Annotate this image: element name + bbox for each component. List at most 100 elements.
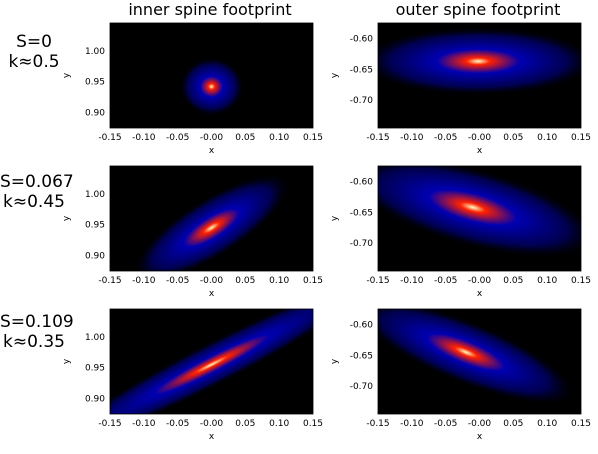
x-tick-label: -0.05 bbox=[166, 419, 189, 429]
x-tick-label: -0.00 bbox=[200, 276, 224, 286]
x-tick-label: -0.05 bbox=[434, 133, 457, 143]
y-tick-label: -0.60 bbox=[350, 177, 374, 187]
y-tick-label: -0.65 bbox=[350, 351, 373, 361]
y-tick-label: 1.00 bbox=[85, 47, 105, 57]
heatmap-panel-4: -0.15 -0.10 -0.05 -0.00 0.05 0.10 0.15 -0.70 -0.… bbox=[330, 165, 591, 299]
x-tick-label: -0.00 bbox=[468, 276, 492, 286]
x-tick-label: -0.10 bbox=[400, 419, 424, 429]
x-tick-label: -0.15 bbox=[98, 276, 121, 286]
x-tick-label: -0.00 bbox=[468, 133, 492, 143]
x-tick-label: 0.10 bbox=[537, 419, 557, 429]
y-tick-label: -0.70 bbox=[350, 382, 374, 392]
y-axis-label: y bbox=[62, 72, 72, 78]
x-tick-label: 0.10 bbox=[269, 276, 289, 286]
x-tick-label: -0.10 bbox=[400, 276, 424, 286]
x-axis-label: x bbox=[209, 289, 215, 299]
heatmap-intensity-group bbox=[131, 172, 292, 271]
y-tick-label: 0.90 bbox=[85, 252, 105, 262]
x-tick-label: 0.15 bbox=[303, 419, 323, 429]
y-tick-label: 0.95 bbox=[85, 364, 105, 374]
x-tick-label: 0.15 bbox=[571, 133, 591, 143]
x-tick-label: 0.05 bbox=[503, 419, 523, 429]
row-label-1-s: S=0 bbox=[16, 32, 52, 52]
heatmap-intensity-group bbox=[378, 26, 581, 96]
heatmap-intensity-group bbox=[110, 309, 313, 414]
row-label-2-k: k≈0.45 bbox=[3, 192, 65, 212]
heatmap-intensity-group bbox=[378, 309, 578, 406]
title-inner-spine: inner spine footprint bbox=[128, 0, 292, 19]
plot-frame bbox=[377, 165, 582, 272]
row-label-1: S=0 k≈0.5 bbox=[0, 32, 68, 72]
y-tick-label: -0.60 bbox=[350, 320, 374, 330]
heatmap-intensity-group bbox=[378, 166, 581, 259]
y-axis-label: y bbox=[62, 358, 72, 364]
y-tick-label: 0.95 bbox=[85, 221, 105, 231]
y-tick-label: 0.95 bbox=[85, 78, 105, 88]
x-tick-label: -0.15 bbox=[98, 133, 121, 143]
y-tick-label: -0.65 bbox=[350, 65, 373, 75]
x-tick-label: 0.05 bbox=[235, 276, 255, 286]
y-axis-label: y bbox=[330, 215, 340, 221]
x-tick-label: -0.05 bbox=[166, 133, 189, 143]
y-tick-label: -0.70 bbox=[350, 239, 374, 249]
x-tick-label: -0.05 bbox=[434, 276, 457, 286]
heatmap-intensity bbox=[131, 172, 292, 271]
x-tick-label: -0.10 bbox=[132, 133, 156, 143]
heatmap-panel-6: -0.15 -0.10 -0.05 -0.00 0.05 0.10 0.15 -0.70 -0.… bbox=[330, 308, 591, 442]
x-axis-label: x bbox=[209, 432, 215, 442]
row-label-3: S=0.109 k≈0.35 bbox=[0, 312, 74, 352]
row-label-2: S=0.067 k≈0.45 bbox=[0, 172, 74, 212]
x-tick-label: -0.15 bbox=[366, 276, 389, 286]
heatmap-intensity bbox=[378, 166, 581, 259]
heatmap-intensity bbox=[110, 309, 313, 414]
y-tick-label: 0.90 bbox=[85, 109, 105, 119]
x-tick-label: -0.10 bbox=[132, 419, 156, 429]
x-tick-label: 0.10 bbox=[537, 276, 557, 286]
x-tick-label: 0.10 bbox=[269, 419, 289, 429]
row-label-3-s: S=0.109 bbox=[0, 312, 74, 332]
row-label-3-k: k≈0.35 bbox=[3, 332, 65, 352]
x-tick-label: -0.15 bbox=[366, 133, 389, 143]
x-axis-label: x bbox=[477, 146, 483, 156]
x-tick-label: 0.05 bbox=[235, 419, 255, 429]
y-tick-label: 1.00 bbox=[85, 190, 105, 200]
x-tick-label: 0.15 bbox=[571, 276, 591, 286]
x-tick-label: 0.05 bbox=[503, 276, 523, 286]
x-tick-label: 0.15 bbox=[303, 133, 323, 143]
x-tick-label: -0.00 bbox=[468, 419, 492, 429]
heatmap-intensity bbox=[378, 309, 578, 406]
y-axis-label: y bbox=[330, 358, 340, 364]
x-tick-label: -0.00 bbox=[200, 419, 224, 429]
y-tick-label: 1.00 bbox=[85, 333, 105, 343]
plot-frame bbox=[109, 308, 314, 415]
x-tick-label: -0.15 bbox=[98, 419, 121, 429]
x-tick-label: 0.15 bbox=[571, 419, 591, 429]
x-axis-label: x bbox=[209, 146, 215, 156]
x-tick-label: -0.10 bbox=[400, 133, 424, 143]
x-axis-label: x bbox=[477, 432, 483, 442]
x-tick-label: -0.00 bbox=[200, 133, 224, 143]
y-tick-label: -0.70 bbox=[350, 96, 374, 106]
y-tick-label: 0.90 bbox=[85, 395, 105, 405]
plot-frame bbox=[109, 165, 314, 272]
heatmap-panel-1: -0.15 -0.10 -0.05 -0.00 0.05 0.10 0.15 0.90 0.95… bbox=[62, 22, 323, 156]
row-label-2-s: S=0.067 bbox=[0, 172, 74, 192]
y-tick-label: -0.60 bbox=[350, 34, 374, 44]
x-tick-label: 0.05 bbox=[235, 133, 255, 143]
x-axis-label: x bbox=[477, 289, 483, 299]
heatmap-panel-2: -0.15 -0.10 -0.05 -0.00 0.05 0.10 0.15 -0.70 -0.… bbox=[330, 22, 591, 156]
x-tick-label: 0.15 bbox=[303, 276, 323, 286]
y-axis-label: y bbox=[330, 72, 340, 78]
x-tick-label: -0.10 bbox=[132, 276, 156, 286]
x-tick-label: -0.05 bbox=[166, 276, 189, 286]
plot-frame bbox=[109, 22, 314, 129]
heatmap-intensity bbox=[179, 56, 244, 117]
heatmap-intensity-group bbox=[179, 56, 244, 117]
x-tick-label: -0.15 bbox=[366, 419, 389, 429]
y-tick-label: -0.65 bbox=[350, 208, 373, 218]
heatmap-intensity bbox=[378, 26, 581, 96]
title-outer-spine: outer spine footprint bbox=[395, 0, 561, 19]
x-tick-label: 0.10 bbox=[537, 133, 557, 143]
x-tick-label: 0.05 bbox=[503, 133, 523, 143]
